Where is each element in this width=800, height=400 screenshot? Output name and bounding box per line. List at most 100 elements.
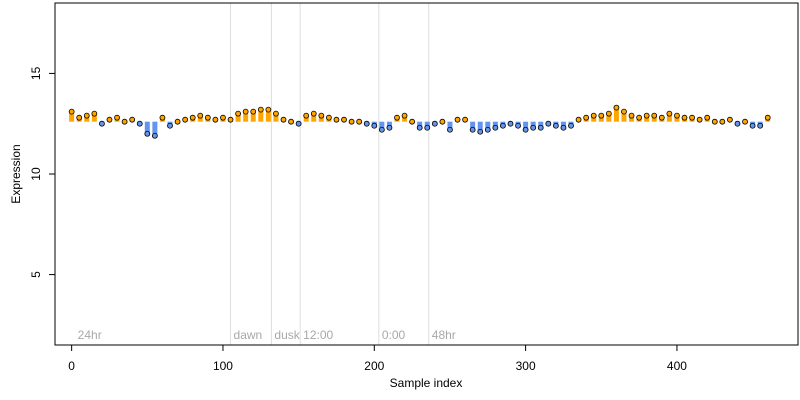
data-point: [197, 112, 204, 119]
data-points: [68, 104, 771, 139]
data-point: [704, 114, 711, 121]
data-point: [250, 108, 257, 115]
data-point: [136, 120, 143, 127]
data-point: [719, 118, 726, 125]
data-point: [257, 106, 264, 113]
y-axis-title: Expression: [9, 144, 23, 203]
data-point: [492, 124, 499, 131]
data-point: [303, 112, 310, 119]
data-point: [273, 110, 279, 117]
data-point: [265, 106, 272, 113]
data-point: [204, 114, 211, 121]
data-point: [356, 118, 363, 125]
data-point: [318, 112, 325, 119]
data-point: [189, 114, 196, 121]
data-point: [666, 110, 673, 117]
data-point: [727, 116, 733, 123]
data-point: [568, 122, 574, 129]
data-point: [590, 112, 597, 119]
data-point: [552, 122, 559, 129]
data-point: [711, 118, 718, 125]
data-point: [295, 120, 302, 127]
data-point: [575, 116, 582, 123]
data-point: [401, 112, 408, 119]
phase-lines: [230, 3, 430, 345]
data-point: [500, 122, 506, 129]
data-point: [91, 110, 98, 117]
data-point: [68, 108, 75, 115]
data-point: [681, 114, 688, 121]
phase-label: 0:00: [382, 328, 406, 342]
data-point: [469, 126, 476, 133]
data-point: [643, 112, 650, 119]
data-point: [348, 118, 355, 125]
data-point: [583, 114, 590, 121]
data-point: [310, 110, 317, 117]
data-point: [439, 118, 446, 125]
data-point: [76, 114, 83, 121]
x-axis: 0 100 200 300 400: [68, 344, 687, 373]
y-tick-label: 15: [29, 66, 43, 80]
data-point: [689, 114, 695, 121]
data-point: [764, 114, 771, 121]
data-point: [121, 118, 128, 125]
data-point: [144, 130, 151, 137]
y-axis: 5 10 15: [29, 66, 56, 278]
data-point: [696, 116, 703, 123]
data-point: [628, 112, 635, 119]
data-point: [174, 118, 181, 125]
data-point: [621, 108, 627, 115]
data-point: [341, 116, 347, 123]
data-point: [182, 116, 189, 123]
data-point: [658, 114, 665, 121]
x-tick-label: 300: [516, 359, 536, 373]
phase-label: dawn: [234, 328, 263, 342]
data-point: [515, 122, 521, 129]
data-point: [212, 116, 219, 123]
data-point: [386, 124, 393, 131]
data-point: [151, 132, 158, 139]
data-point: [83, 112, 90, 119]
data-point: [560, 124, 567, 131]
data-point: [227, 116, 234, 123]
data-point: [167, 122, 173, 129]
plot-frame: [54, 2, 799, 346]
data-point: [636, 114, 643, 121]
data-point: [106, 116, 113, 123]
phase-label: 12:00: [303, 328, 333, 342]
data-point: [530, 124, 537, 131]
data-point: [462, 116, 468, 123]
data-point: [325, 114, 332, 121]
data-point: [522, 126, 529, 133]
data-point: [545, 120, 552, 127]
data-point: [742, 118, 748, 125]
x-axis-title: Sample index: [390, 376, 463, 390]
data-point: [114, 114, 120, 121]
data-point: [537, 124, 544, 131]
x-tick-label: 0: [68, 359, 75, 373]
data-point: [220, 114, 226, 121]
data-point: [416, 124, 423, 131]
data-point: [651, 112, 658, 119]
x-tick-label: 200: [364, 359, 384, 373]
x-tick-label: 400: [667, 359, 687, 373]
data-point: [734, 120, 741, 127]
data-point: [159, 114, 166, 121]
data-point: [757, 122, 764, 129]
data-point: [394, 114, 400, 121]
data-point: [431, 120, 438, 127]
data-point: [605, 110, 612, 117]
data-point: [288, 118, 294, 125]
data-point: [749, 122, 756, 129]
data-point: [598, 112, 605, 119]
data-point: [454, 116, 461, 123]
data-point: [447, 126, 453, 133]
data-point: [613, 104, 620, 111]
data-point: [129, 116, 136, 123]
data-point: [424, 124, 431, 131]
data-point: [99, 120, 105, 127]
data-point: [371, 122, 378, 129]
data-point: [674, 112, 680, 119]
data-point: [363, 120, 370, 127]
